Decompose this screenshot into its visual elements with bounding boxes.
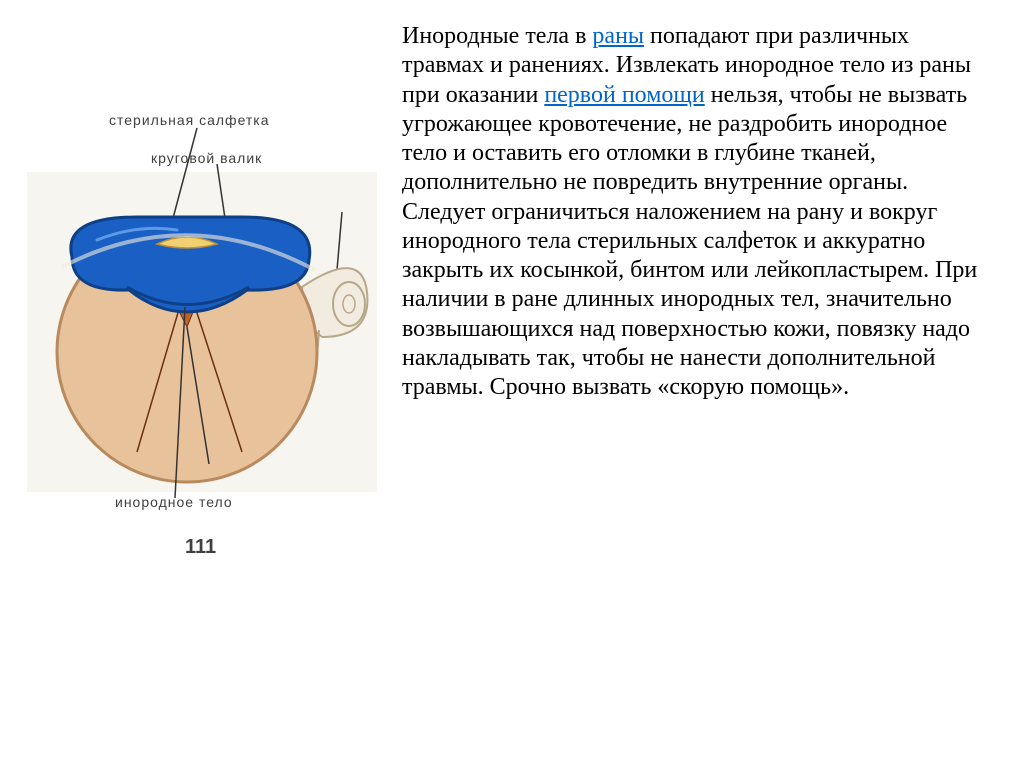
diagram-column: стерильная салфетка круговой валик бинт … bbox=[12, 22, 402, 746]
page-container: стерильная салфетка круговой валик бинт … bbox=[0, 0, 1024, 768]
paragraph-1: Инородные тела в раны попадают при разли… bbox=[402, 22, 996, 198]
diagram-svg bbox=[17, 112, 397, 572]
link-wounds[interactable]: раны bbox=[592, 23, 644, 49]
text-column: Инородные тела в раны попадают при разли… bbox=[402, 22, 996, 746]
p1-seg-a: Инородные тела в bbox=[402, 23, 592, 49]
link-first-aid[interactable]: первой помощи bbox=[544, 82, 704, 108]
diagram: стерильная салфетка круговой валик бинт … bbox=[17, 112, 397, 572]
paragraph-2: Следует ограничиться наложением на рану … bbox=[402, 198, 996, 403]
